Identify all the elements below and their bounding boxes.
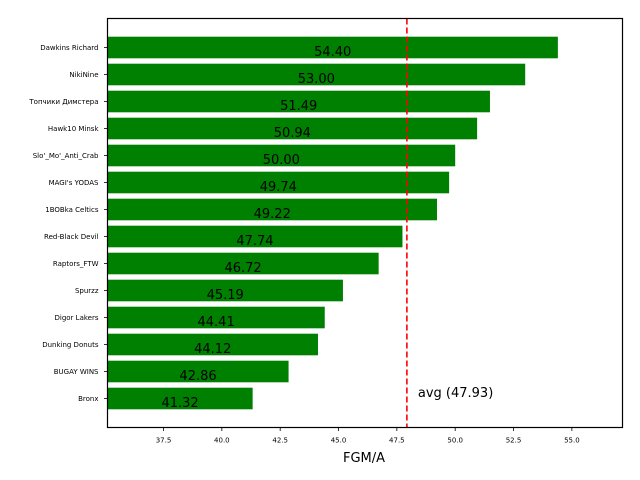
- value-labels: 54.40 53.00 51.49 50.94 50.00 49.74 49.22 47.74…: [161, 45, 351, 411]
- bar: [107, 63, 526, 86]
- x-tick-label: 42.5: [272, 437, 288, 445]
- y-tick-label: Raptors_FTW: [53, 260, 99, 268]
- y-tick-label: Hawk10 Minsk: [48, 125, 100, 133]
- y-tick-label: Dawkins Richard: [40, 44, 98, 52]
- x-axis-ticks: 37.5 40.0 42.5 45.0 47.5 50.0 52.5 55.0: [156, 427, 580, 445]
- bar: [107, 252, 379, 275]
- bars-group: [107, 36, 558, 410]
- y-tick-label: Топчики Димстера: [28, 98, 98, 106]
- plot-frame: [106, 17, 624, 429]
- x-axis-title: FGM/A: [343, 451, 385, 466]
- bar-value-label: 50.94: [274, 126, 311, 141]
- x-tick-label: 50.0: [447, 437, 463, 445]
- x-tick-label: 47.5: [389, 437, 405, 445]
- bar-value-label: 54.40: [314, 45, 351, 60]
- bar: [107, 279, 343, 302]
- bar-value-label: 50.00: [263, 153, 300, 168]
- bar: [107, 360, 289, 383]
- bar-value-label: 41.32: [161, 396, 198, 411]
- bar-value-label: 53.00: [298, 72, 335, 87]
- bar: [107, 198, 437, 221]
- x-tick-label: 45.0: [331, 437, 347, 445]
- y-tick-label: Dunking Donuts: [42, 341, 99, 349]
- bar: [107, 171, 450, 194]
- y-tick-label: NikiNine: [69, 71, 98, 79]
- bar: [107, 36, 558, 59]
- bar-value-label: 47.74: [236, 234, 273, 249]
- y-tick-label: 1BOBka Celtics: [45, 206, 99, 214]
- bar: [107, 117, 478, 140]
- x-tick-label: 52.5: [506, 437, 522, 445]
- bar: [107, 144, 456, 167]
- y-tick-label: Slo'_Mo'_Anti_Crab: [33, 152, 99, 160]
- bar: [107, 225, 403, 248]
- bar: [107, 333, 318, 356]
- y-tick-label: Red-Black Devil: [44, 233, 99, 241]
- x-tick-label: 37.5: [156, 437, 172, 445]
- bar-value-label: 44.41: [198, 315, 235, 330]
- bar-value-label: 45.19: [207, 288, 244, 303]
- x-tick-label: 40.0: [214, 437, 230, 445]
- x-tick-label: 55.0: [564, 437, 580, 445]
- y-tick-label: BUGAY WINS: [54, 368, 99, 376]
- y-axis-labels: Dawkins Richard NikiNine Топчики Димстера H…: [28, 44, 108, 403]
- bar-value-label: 46.72: [224, 261, 261, 276]
- y-tick-label: MAGI's YODAS: [49, 179, 99, 187]
- bar-value-label: 51.49: [280, 99, 317, 114]
- y-tick-label: Bronx: [78, 395, 98, 403]
- bar-value-label: 42.86: [179, 369, 216, 384]
- average-label: avg (47.93): [418, 386, 493, 401]
- y-tick-label: Spurzz: [75, 287, 99, 295]
- bar-value-label: 44.12: [194, 342, 231, 357]
- bar-value-label: 49.22: [254, 207, 291, 222]
- bar-value-label: 49.74: [260, 180, 297, 195]
- bar: [107, 90, 490, 113]
- bar: [107, 387, 253, 410]
- y-tick-label: Digor Lakers: [55, 314, 99, 322]
- bar: [107, 306, 325, 329]
